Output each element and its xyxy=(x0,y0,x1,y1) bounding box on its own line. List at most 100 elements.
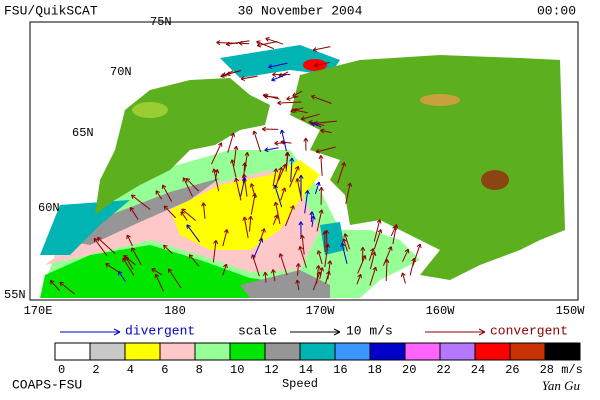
wind-arrow xyxy=(226,70,242,76)
wind-arrow-head xyxy=(357,273,362,279)
wind-arrow xyxy=(301,113,320,120)
wind-arrow-head xyxy=(384,259,390,264)
wind-arrow-head xyxy=(261,228,266,233)
wind-arrow xyxy=(320,155,323,176)
wind-arrow xyxy=(243,216,249,239)
wind-vectors xyxy=(49,37,422,295)
wind-arrow xyxy=(341,242,348,264)
wind-arrow xyxy=(242,162,246,184)
wind-arrow-head xyxy=(248,215,254,221)
wind-arrow-head xyxy=(154,273,160,279)
wind-arrow xyxy=(118,271,126,282)
wind-arrow-head xyxy=(233,145,239,151)
lon-label: 170W xyxy=(306,304,336,318)
wind-arrow xyxy=(272,269,276,282)
wind-arrow xyxy=(241,75,258,80)
wind-arrow xyxy=(285,152,289,169)
colorbar-swatch xyxy=(369,342,406,361)
date: 30 November 2004 xyxy=(238,3,363,18)
colorbar-label: 8 xyxy=(196,363,203,377)
colorbar-label: 4 xyxy=(127,363,134,377)
legend-scale-value: 10 m/s xyxy=(346,323,393,338)
wind-arrow-head xyxy=(222,72,227,77)
wind-arrow-head xyxy=(400,272,406,277)
colorbar: 0 2 4 6 8 10 12 14 16 18 20 22 24 26 28 m/s xyxy=(54,342,583,377)
wind-field xyxy=(40,200,130,255)
wind-arrow xyxy=(320,129,332,134)
wind-arrow-head xyxy=(316,250,322,255)
wind-arrow xyxy=(250,183,256,199)
wind-arrow-head xyxy=(298,174,304,179)
wind-arrow-head xyxy=(124,256,130,261)
wind-arrow xyxy=(369,251,376,270)
wind-arrow-head xyxy=(274,140,279,146)
wind-arrow-head xyxy=(342,238,347,243)
wind-arrow xyxy=(373,219,381,242)
wind-arrow xyxy=(188,254,200,267)
wind-field xyxy=(170,160,320,250)
wind-arrow xyxy=(345,182,351,204)
wind-arrow-head xyxy=(59,281,64,287)
wind-arrow xyxy=(260,228,265,240)
colorbar-swatch xyxy=(159,342,196,361)
legend-arrow-head xyxy=(113,328,121,336)
wind-arrow-head xyxy=(201,202,207,207)
legend-divergent: divergent xyxy=(125,323,195,338)
wind-arrow xyxy=(290,107,304,112)
colorbar-swatch xyxy=(404,342,441,361)
legend-arrow-head xyxy=(333,328,341,336)
author: Yan Gu xyxy=(542,378,581,393)
wind-arrow xyxy=(373,229,382,250)
colorbar-swatch xyxy=(474,342,511,361)
wind-arrow-head xyxy=(289,157,295,162)
wind-arrow-head xyxy=(238,40,243,46)
wind-arrow-head xyxy=(49,280,55,285)
wind-arrow-head xyxy=(230,132,236,138)
colorbar-label: 24 xyxy=(471,363,485,377)
wind-arrow xyxy=(257,40,278,47)
wind-arrow xyxy=(163,205,177,219)
wind-arrow xyxy=(155,190,163,200)
wind-arrow-head xyxy=(315,265,321,270)
wind-field xyxy=(240,270,330,298)
wind-arrow xyxy=(319,267,323,280)
wind-arrow xyxy=(244,152,248,172)
wind-arrow xyxy=(274,184,283,208)
wind-arrow-head xyxy=(286,96,291,101)
terrain xyxy=(481,170,509,190)
colorbar-swatch xyxy=(299,342,336,361)
colorbar-label: 16 xyxy=(333,363,347,377)
colorbar-swatch xyxy=(194,342,231,361)
wind-arrow-head xyxy=(311,121,316,127)
wind-arrow-head xyxy=(347,182,353,187)
colorbar-label: 22 xyxy=(436,363,450,377)
wind-arrow xyxy=(264,272,267,283)
wind-arrow xyxy=(412,243,421,267)
wind-arrow-head xyxy=(130,194,136,199)
wind-arrow-head xyxy=(392,225,397,230)
wind-arrow-head xyxy=(292,92,297,97)
wind-arrow xyxy=(296,279,300,291)
wind-arrow xyxy=(292,90,303,97)
wind-arrow xyxy=(265,37,284,45)
wind-arrow xyxy=(301,235,305,255)
wind-arrow-head xyxy=(281,187,287,192)
lon-label: 150W xyxy=(556,304,586,318)
wind-arrow-head xyxy=(320,128,325,134)
colorbar-swatch xyxy=(89,342,126,361)
wind-arrow xyxy=(131,247,142,266)
wind-arrow-head xyxy=(290,108,295,113)
wind-arrow-head xyxy=(123,254,128,260)
wind-arrow xyxy=(281,129,287,152)
legend-convergent: convergent xyxy=(490,323,568,338)
colorbar-label: 12 xyxy=(264,363,278,377)
wind-arrow-head xyxy=(290,205,295,210)
wind-arrow-head xyxy=(341,162,346,167)
wind-arrow xyxy=(231,159,237,178)
wind-arrow xyxy=(251,254,260,277)
credit: COAPS-FSU xyxy=(12,377,82,392)
wind-arrow xyxy=(126,234,133,247)
wind-arrow-head xyxy=(167,268,173,273)
wind-arrow-head xyxy=(273,184,279,190)
wind-arrow-head xyxy=(223,229,229,234)
